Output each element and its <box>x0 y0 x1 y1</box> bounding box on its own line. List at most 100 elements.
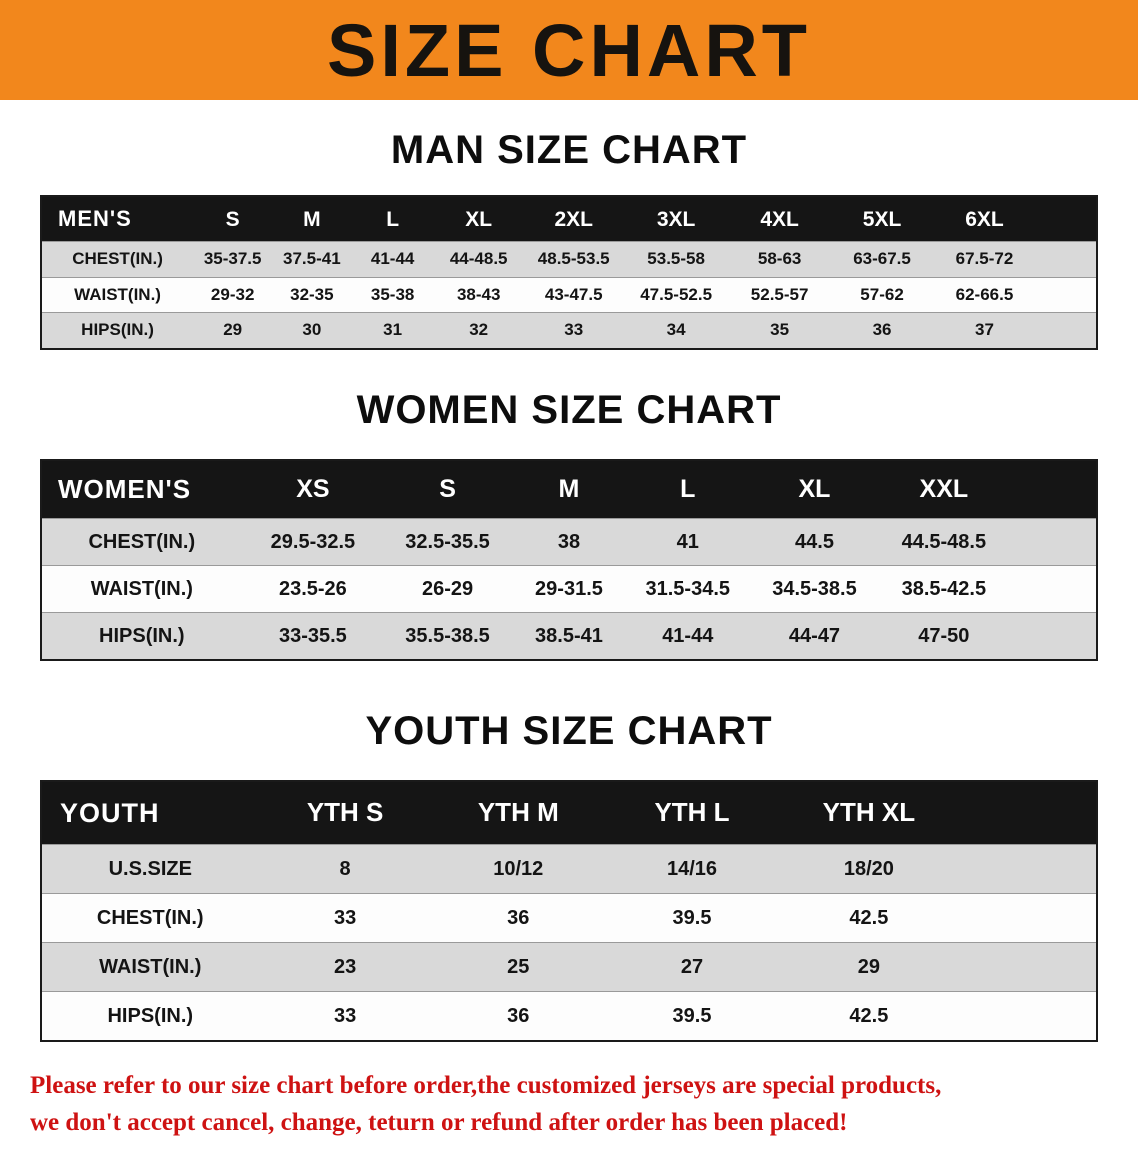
size-value-cell: 44.5 <box>748 518 881 566</box>
size-value-cell: 35-38 <box>351 277 434 313</box>
table-title-cell: WOMEN'S <box>41 459 242 519</box>
men-section-title: MAN SIZE CHART <box>390 128 748 172</box>
size-value-cell: 53.5-58 <box>623 241 729 278</box>
size-value-cell: 27 <box>604 942 780 992</box>
footer-line-1: Please refer to our size chart before or… <box>30 1072 942 1100</box>
size-header-cell: M <box>272 196 352 242</box>
size-value-cell: 38.5-41 <box>510 612 628 660</box>
size-value-cell: 38 <box>510 518 628 566</box>
footer-note: Please refer to our size chart before or… <box>0 1042 1138 1158</box>
size-value-cell: 34 <box>623 312 729 349</box>
filler-cell <box>1035 241 1097 278</box>
row-label: WAIST(IN.) <box>41 565 242 613</box>
size-header-cell: XL <box>748 459 881 519</box>
size-value-cell: 32 <box>433 312 524 349</box>
size-value-cell: 33 <box>258 893 432 943</box>
womens-size-table: WOMEN'S XS S M L XL XXL CHEST(IN.) 29.5-… <box>40 458 1098 661</box>
row-label: WAIST(IN.) <box>41 277 194 313</box>
size-value-cell: 39.5 <box>604 991 780 1042</box>
row-label: U.S.SIZE <box>41 844 259 894</box>
size-value-cell: 35-37.5 <box>193 241 273 278</box>
table-header-row: WOMEN'S XS S M L XL XXL <box>41 459 1097 519</box>
filler-cell <box>1007 459 1097 519</box>
table-row: U.S.SIZE 8 10/12 14/16 18/20 <box>41 844 1097 894</box>
size-value-cell: 44.5-48.5 <box>880 518 1008 566</box>
size-header-cell: 5XL <box>830 196 934 242</box>
size-value-cell: 39.5 <box>604 893 780 943</box>
size-value-cell: 36 <box>431 991 605 1042</box>
size-header-cell: YTH XL <box>779 780 959 845</box>
size-value-cell: 26-29 <box>384 565 511 613</box>
size-value-cell: 30 <box>272 312 352 349</box>
size-header-cell: YTH L <box>604 780 780 845</box>
size-value-cell: 25 <box>431 942 605 992</box>
size-value-cell: 31.5-34.5 <box>627 565 749 613</box>
size-value-cell: 35 <box>728 312 831 349</box>
size-value-cell: 63-67.5 <box>830 241 934 278</box>
size-value-cell: 44-47 <box>748 612 881 660</box>
filler-cell <box>958 893 1097 943</box>
size-value-cell: 62-66.5 <box>933 277 1036 313</box>
size-value-cell: 31 <box>351 312 434 349</box>
size-value-cell: 52.5-57 <box>728 277 831 313</box>
size-value-cell: 57-62 <box>830 277 934 313</box>
row-label: CHEST(IN.) <box>41 241 194 278</box>
size-value-cell: 41-44 <box>627 612 749 660</box>
size-value-cell: 29 <box>779 942 959 992</box>
size-value-cell: 29-31.5 <box>510 565 628 613</box>
filler-cell <box>1007 565 1097 613</box>
women-section: WOMEN SIZE CHART WOMEN'S XS S M L XL XXL <box>0 350 1138 661</box>
filler-cell <box>958 780 1097 845</box>
filler-cell <box>1035 196 1097 242</box>
size-value-cell: 8 <box>258 844 432 894</box>
size-header-cell: 3XL <box>623 196 729 242</box>
table-row: HIPS(IN.) 33-35.5 35.5-38.5 38.5-41 41-4… <box>41 612 1097 660</box>
size-value-cell: 36 <box>830 312 934 349</box>
filler-cell <box>1035 277 1097 313</box>
filler-cell <box>958 942 1097 992</box>
row-label: HIPS(IN.) <box>41 612 242 660</box>
size-value-cell: 23.5-26 <box>241 565 385 613</box>
table-row: HIPS(IN.) 29 30 31 32 33 34 35 36 37 <box>41 312 1097 349</box>
size-header-cell: XS <box>241 459 385 519</box>
size-header-cell: L <box>627 459 749 519</box>
filler-cell <box>958 991 1097 1042</box>
size-value-cell: 33 <box>258 991 432 1042</box>
size-header-cell: XXL <box>880 459 1008 519</box>
size-value-cell: 23 <box>258 942 432 992</box>
size-value-cell: 48.5-53.5 <box>523 241 624 278</box>
size-value-cell: 42.5 <box>779 893 959 943</box>
table-row: CHEST(IN.) 33 36 39.5 42.5 <box>41 893 1097 943</box>
size-value-cell: 32-35 <box>272 277 352 313</box>
size-value-cell: 43-47.5 <box>523 277 624 313</box>
table-row: WAIST(IN.) 23.5-26 26-29 29-31.5 31.5-34… <box>41 565 1097 613</box>
youth-section: YOUTH SIZE CHART YOUTH YTH S YTH M YTH L… <box>0 661 1138 1043</box>
table-title-cell: MEN'S <box>41 196 194 242</box>
youth-size-table: YOUTH YTH S YTH M YTH L YTH XL U.S.SIZE … <box>40 779 1098 1043</box>
size-value-cell: 35.5-38.5 <box>384 612 511 660</box>
women-section-title: WOMEN SIZE CHART <box>356 387 782 432</box>
size-value-cell: 41-44 <box>351 241 434 278</box>
page-title: SIZE CHART <box>327 8 811 92</box>
size-value-cell: 18/20 <box>779 844 959 894</box>
footer-line-2: we don't accept cancel, change, teturn o… <box>30 1109 848 1137</box>
size-header-cell: YTH S <box>258 780 432 845</box>
filler-cell <box>1007 518 1097 566</box>
size-header-cell: YTH M <box>431 780 605 845</box>
table-header-row: MEN'S S M L XL 2XL 3XL 4XL 5XL 6XL <box>41 196 1097 242</box>
size-header-cell: S <box>384 459 511 519</box>
filler-cell <box>1035 312 1097 349</box>
size-header-cell: L <box>351 196 434 242</box>
size-value-cell: 67.5-72 <box>933 241 1036 278</box>
size-value-cell: 33-35.5 <box>241 612 385 660</box>
row-label: WAIST(IN.) <box>41 942 259 992</box>
size-value-cell: 34.5-38.5 <box>748 565 881 613</box>
table-title-cell: YOUTH <box>41 780 259 845</box>
table-row: HIPS(IN.) 33 36 39.5 42.5 <box>41 991 1097 1042</box>
filler-cell <box>1007 612 1097 660</box>
size-value-cell: 58-63 <box>728 241 831 278</box>
size-header-cell: M <box>510 459 628 519</box>
table-header-row: YOUTH YTH S YTH M YTH L YTH XL <box>41 780 1097 845</box>
size-value-cell: 41 <box>627 518 749 566</box>
size-value-cell: 14/16 <box>604 844 780 894</box>
